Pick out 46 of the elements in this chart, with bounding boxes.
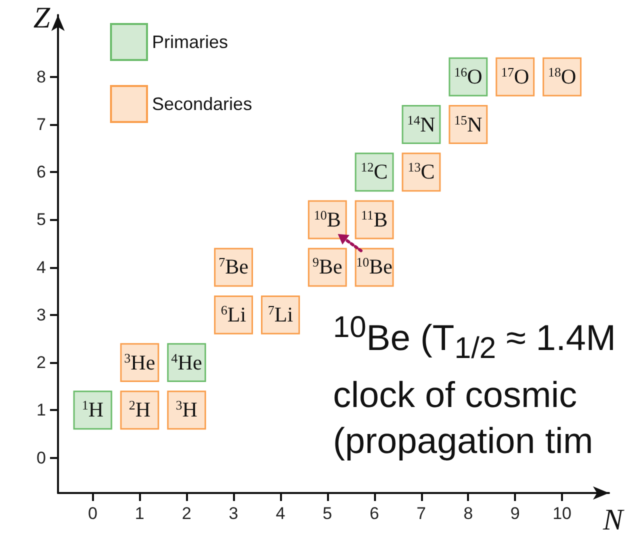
annotation: $^{1}$H [82,398,104,422]
annotation: $^{3}$H [176,398,198,422]
y-tick-label: 5 [36,210,46,230]
x-tick-label: 0 [88,504,98,523]
annotation: $^{12}$C [360,160,388,184]
y-tick-label: 3 [36,305,46,324]
annotation: $^{7}$Be [218,254,248,279]
annotation: $^{4}$He [171,350,202,374]
x-tick-label: 9 [510,504,520,523]
annotation: $^{17}$O [501,64,530,88]
y-tick-label: 7 [36,115,46,134]
x-tick-label: 1 [134,504,144,523]
y-tick-label: 4 [36,258,46,277]
legend-label: Primaries [152,32,228,52]
annotation: $^{10}$Be (T$_{1/2}$ ≈ 1.4M [333,310,616,368]
annotation: (propagation tim [333,419,594,464]
annotation: $^{9}$Be [312,254,342,279]
y-tick-label: 6 [36,162,46,182]
annotation: $^{7}$Li [268,302,294,326]
annotation: $^{3}$He [124,350,156,374]
x-tick-label: 7 [416,504,426,523]
x-tick-label: 5 [322,504,332,523]
annotation: $^{2}$H [128,398,150,422]
y-tick-label: 0 [36,448,46,468]
x-tick-label: 8 [463,504,473,523]
annotation: $^{6}$Li [220,302,246,326]
annotation: $^{11}$B [361,207,388,232]
x-tick-label: 6 [370,504,380,523]
x-tick-label: 3 [228,504,238,523]
annotation: $^{10}$Be [356,254,392,279]
annotation: clock of cosmic [333,373,578,418]
y-tick-label: 1 [36,400,46,420]
x-tick-label: 2 [182,504,192,523]
annotation: $^{13}$C [408,160,435,184]
annotation: $^{18}$O [548,64,576,88]
annotation: $^{16}$O [454,64,482,88]
annotation: $^{14}$N [407,112,436,136]
legend-label: Secondaries [152,94,252,114]
annotation: $^{15}$N [454,112,482,136]
annotation: $^{10}$B [314,207,341,232]
x-tick-label: 4 [276,504,286,523]
x-tick-label: 10 [552,504,572,523]
y-axis-title: Z [33,2,50,34]
y-tick-label: 2 [36,353,46,372]
x-axis-title: N [602,504,625,536]
y-tick-label: 8 [36,67,46,86]
